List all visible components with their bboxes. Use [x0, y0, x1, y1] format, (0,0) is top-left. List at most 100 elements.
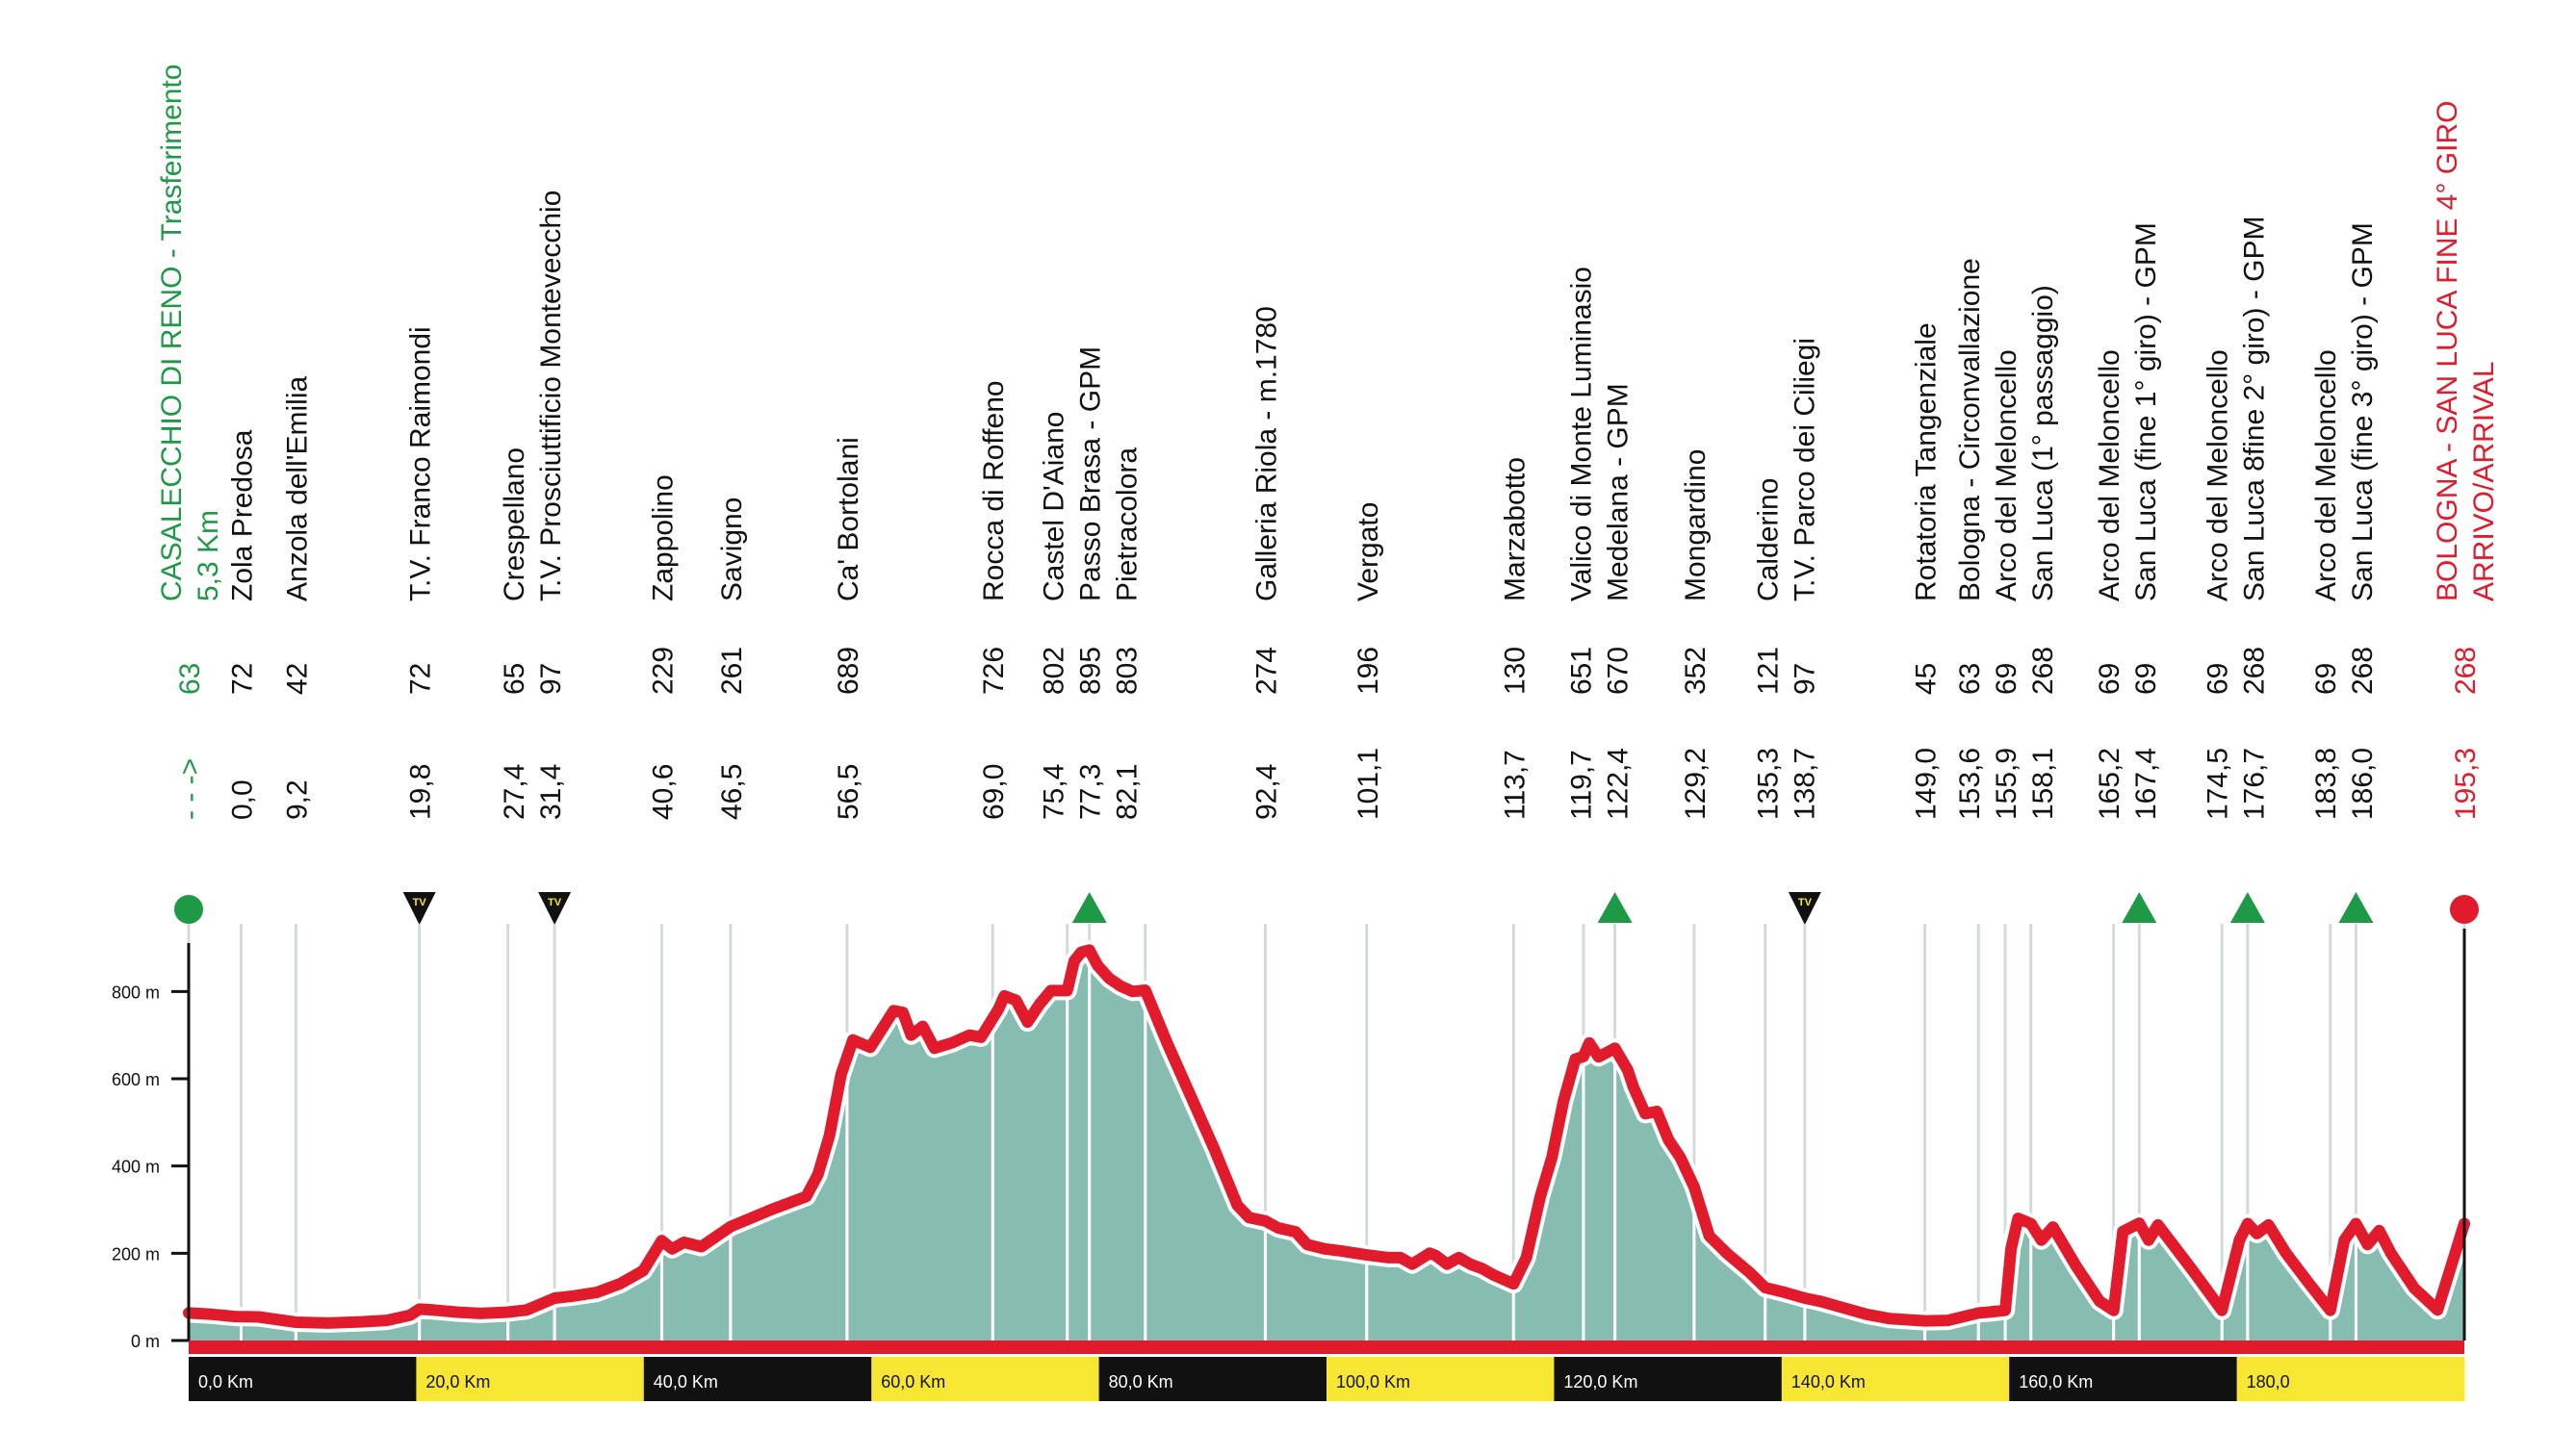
distance-segment: [871, 1357, 1100, 1401]
location-distance: 82,1: [1112, 764, 1144, 820]
location-altitude: 72: [227, 663, 259, 695]
location-name: Calderino: [1752, 478, 1784, 601]
location-name: Crespellano: [499, 447, 530, 601]
location-distance: 149,0: [1911, 748, 1943, 820]
location-distance: 69,0: [978, 764, 1010, 820]
distance-segment: [189, 1357, 417, 1401]
location-altitude: 268: [2239, 647, 2271, 695]
location-name: Ca' Bortolani: [833, 437, 864, 601]
location-name: Zola Predosa: [227, 429, 259, 601]
location-altitude: 121: [1752, 647, 1784, 695]
location-distance: 9,2: [281, 779, 313, 820]
location-distance: 75,4: [1039, 764, 1070, 820]
location-altitude: 803: [1112, 647, 1144, 695]
y-tick-label: 800 m: [112, 983, 160, 1002]
baseline: [189, 1341, 2464, 1354]
distance-segment: [643, 1357, 872, 1401]
location-altitude: 895: [1075, 647, 1107, 695]
location-altitude: 69: [2130, 663, 2162, 695]
location-name: BOLOGNA - SAN LUCA FINE 4° GIRO: [2432, 101, 2463, 601]
distance-label: 0,0 Km: [198, 1372, 253, 1392]
location-distance: 195,3: [2450, 748, 2482, 820]
location-distance: 158,1: [2027, 748, 2059, 820]
location-distance: 92,4: [1251, 764, 1283, 820]
location-altitude: 268: [2027, 647, 2059, 695]
finish-marker: [2450, 895, 2479, 924]
location-name: Arco del Meloncello: [2202, 349, 2234, 601]
location-altitude: 69: [2094, 663, 2125, 695]
start-marker: [174, 895, 203, 924]
location-altitude: 268: [2347, 647, 2379, 695]
y-tick-label: 600 m: [112, 1070, 160, 1089]
location-distance: 0,0: [227, 779, 259, 820]
location-name: Medelana - GPM: [1603, 383, 1635, 601]
location-name: San Luca (fine 1° giro) - GPM: [2130, 222, 2162, 601]
location-name: T.V. Franco Raimondi: [405, 326, 437, 601]
location-name: T.V. Prosciuttificio Montevecchio: [535, 191, 567, 601]
location-distance: 174,5: [2202, 748, 2234, 820]
distance-segment: [2236, 1357, 2465, 1401]
distance-segment: [1327, 1357, 1555, 1401]
climb-marker-icon: [1071, 892, 1107, 923]
location-name: Arco del Meloncello: [2310, 349, 2342, 601]
y-tick-label: 0 m: [131, 1332, 160, 1351]
location-distance: 46,5: [716, 764, 748, 820]
location-distance: 176,7: [2239, 748, 2271, 820]
location-distance: 165,2: [2094, 748, 2125, 820]
distance-label: 100,0 Km: [1336, 1372, 1410, 1392]
location-altitude: 726: [978, 647, 1010, 695]
location-name: Galleria Riola - m.1780: [1251, 306, 1283, 601]
location-distance: 122,4: [1603, 748, 1635, 820]
location-altitude: 261: [716, 647, 748, 695]
location-altitude: 670: [1603, 647, 1635, 695]
location-distance: 186,0: [2347, 748, 2379, 820]
location-name: Vergato: [1352, 502, 1384, 601]
location-distance: 135,3: [1752, 748, 1784, 820]
y-tick-label: 400 m: [112, 1158, 160, 1177]
location-distance: 113,7: [1499, 750, 1531, 820]
location-altitude: 63: [174, 663, 206, 695]
location-altitude: 689: [833, 647, 864, 695]
location-distance: 183,8: [2310, 748, 2342, 820]
location-distance: 19,8: [405, 764, 437, 820]
location-altitude: 65: [499, 663, 530, 695]
location-name: Savigno: [716, 498, 748, 601]
location-name: Pietracolora: [1112, 447, 1144, 601]
route-markers: TV TV TV: [174, 892, 2479, 925]
location-altitude: 45: [1911, 663, 1943, 695]
distance-segment: [1781, 1357, 2010, 1401]
distance-label: 160,0 Km: [2019, 1372, 2093, 1392]
distance-segment: [1554, 1357, 1783, 1401]
location-name: 5,3 Km: [193, 510, 224, 601]
location-distance: 153,6: [1954, 748, 1986, 820]
elevation-plot: 0 m 200 m 400 m 600 m 800 m: [112, 924, 2474, 1354]
location-altitude: 97: [535, 663, 567, 695]
distance-segment: [1098, 1357, 1327, 1401]
location-altitude: 229: [647, 647, 679, 695]
location-altitude: 352: [1680, 647, 1712, 695]
location-distance: 101,1: [1352, 748, 1384, 820]
location-altitude: 196: [1352, 647, 1384, 695]
location-altitude: 97: [1789, 663, 1820, 695]
climb-marker-icon: [2122, 892, 2157, 923]
location-name: Passo Brasa - GPM: [1075, 346, 1107, 601]
location-distance: 138,7: [1789, 748, 1820, 820]
location-labels: CASALECCHIO DI RENO - Trasferimento 5,3 K…: [156, 64, 2500, 820]
location-name: San Luca 8fine 2° giro) - GPM: [2239, 216, 2271, 601]
location-distance: 31,4: [535, 764, 567, 820]
location-altitude: 69: [1991, 663, 2022, 695]
sprint-marker-icon: [402, 892, 436, 925]
sprint-marker-label: TV: [1798, 897, 1813, 908]
location-name: Rotatoria Tangenziale: [1911, 322, 1943, 601]
location-altitude: 69: [2202, 663, 2234, 695]
location-name: Zappolino: [647, 474, 679, 601]
distance-segment: [2009, 1357, 2238, 1401]
location-name: ARRIVO/ARRIVAL: [2468, 361, 2500, 601]
location-distance: 155,9: [1991, 748, 2022, 820]
location-name: Marzabotto: [1499, 457, 1531, 601]
location-altitude: 268: [2450, 647, 2482, 695]
location-name: Anzola dell'Emilia: [281, 376, 313, 601]
location-altitude: 72: [405, 663, 437, 695]
location-name: Valico di Monte Luminasio: [1566, 267, 1598, 601]
